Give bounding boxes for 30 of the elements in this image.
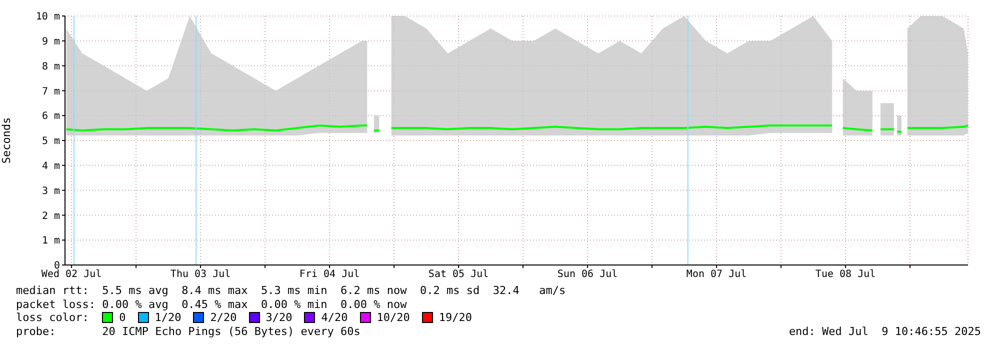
y-tick-label: 3 m (42, 186, 60, 197)
y-tick-label: 8 m (42, 61, 60, 72)
text: probe: 20 ICMP Echo Pings (56 Bytes) every 60s (16, 324, 360, 338)
x-tick-label: Sat 05 Jul (428, 269, 489, 280)
x-tick-label: Thu 03 Jul (170, 269, 231, 280)
x-tick-label: Fri 04 Jul (299, 269, 360, 280)
legend-label: 19/20 (438, 311, 472, 324)
y-tick-label: 10 m (36, 12, 60, 23)
x-tick-label: Wed 02 Jul (41, 269, 102, 280)
y-tick-label: 5 m (42, 136, 60, 148)
text: packet loss: 0.00 % avg 0.45 % max 0.00 % min 0.00 % now (16, 298, 408, 311)
legend-title: loss color: (16, 311, 90, 324)
text: end: Wed Jul 9 10:46:55 2025 (788, 324, 981, 338)
legend-label: 0 (118, 311, 126, 324)
y-tick-label: 6 m (42, 111, 60, 122)
legend-label: 10/20 (376, 311, 410, 324)
x-tick-label: Sun 06 Jul (557, 269, 618, 280)
x-tick-label: Tue 08 Jul (815, 269, 876, 280)
text: median rtt: 5.5 ms avg 8.4 ms max 5.3 ms min 6.2 ms now 0.2 ms sd 32.4 am/s (16, 284, 567, 298)
y-tick-label: 7 m (42, 86, 60, 98)
y-tick-label: 4 m (42, 160, 60, 172)
y-tick-label: 9 m (42, 36, 60, 48)
y-axis-title: Seconds (0, 117, 13, 164)
y-tick-label: 2 m (42, 210, 60, 222)
legend-label: 4/20 (320, 311, 348, 324)
x-tick-label: Mon 07 Jul (686, 269, 747, 280)
y-tick-label: 1 m (42, 236, 60, 247)
legend-label: 1/20 (154, 311, 182, 324)
legend-label: 3/20 (264, 311, 292, 324)
legend-label: 2/20 (209, 311, 237, 324)
